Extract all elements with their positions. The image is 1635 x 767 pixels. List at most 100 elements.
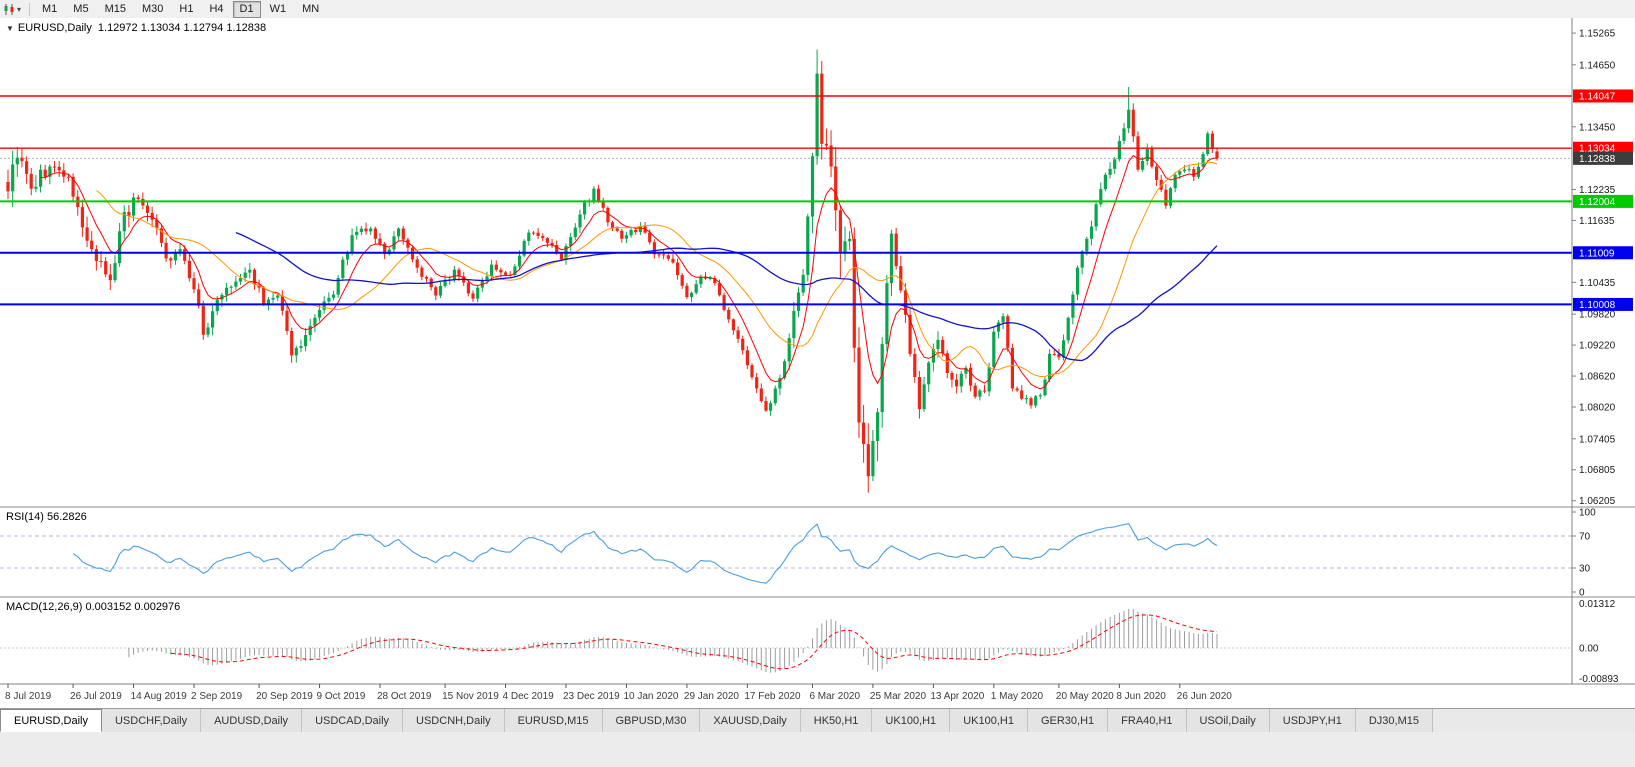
tab-audusd-daily[interactable]: AUDUSD,Daily <box>201 709 303 732</box>
svg-text:1.11009: 1.11009 <box>1579 248 1615 259</box>
svg-text:23 Dec 2019: 23 Dec 2019 <box>563 691 620 702</box>
price-chart-canvas[interactable]: 100 70 30 00.01312 0.00 -0.00893 1.15265 1.1465… <box>0 18 1635 708</box>
moving-averages-layer <box>40 155 1218 390</box>
timeframe-mn[interactable]: MN <box>302 2 320 15</box>
svg-text:1.11635: 1.11635 <box>1579 216 1615 227</box>
svg-text:4 Dec 2019: 4 Dec 2019 <box>503 691 555 702</box>
moving-average-8 <box>40 155 1218 390</box>
svg-text:26 Jul 2019: 26 Jul 2019 <box>70 691 122 702</box>
svg-text:30: 30 <box>1579 564 1591 575</box>
timeframe-toolbar: ▾ M1 M5 M15 M30 H1 H4 D1 W1 MN <box>0 0 1635 19</box>
timeframe-w1[interactable]: W1 <box>269 2 287 15</box>
svg-text:15 Nov 2019: 15 Nov 2019 <box>442 691 499 702</box>
svg-text:1.08620: 1.08620 <box>1579 372 1616 383</box>
timeframe-m15[interactable]: M15 <box>104 2 126 15</box>
tab-dj30-m15[interactable]: DJ30,M15 <box>1355 709 1433 732</box>
moving-average-50 <box>235 231 1218 362</box>
svg-text:1.06205: 1.06205 <box>1579 496 1616 507</box>
svg-text:1.09220: 1.09220 <box>1579 341 1616 352</box>
tab-xauusd-daily[interactable]: XAUUSD,Daily <box>700 709 801 732</box>
svg-text:70: 70 <box>1579 532 1591 543</box>
chart-collapse-icon[interactable]: ▼ <box>6 24 14 33</box>
price-scale[interactable]: 1.15265 1.14650 1.13450 1.12235 1.11635 1.104… <box>1571 18 1633 684</box>
timeframe-m5[interactable]: M5 <box>73 2 89 15</box>
svg-text:14 Aug 2019: 14 Aug 2019 <box>131 691 188 702</box>
svg-text:1.14650: 1.14650 <box>1579 60 1616 71</box>
svg-text:1.08020: 1.08020 <box>1579 403 1616 414</box>
chart-tabs-bar: EURUSD,Daily USDCHF,Daily AUDUSD,Daily USDC… <box>0 708 1635 732</box>
time-axis[interactable]: 8 Jul 2019 26 Jul 2019 14 Aug 2019 2 Sep 20… <box>0 683 1635 702</box>
price-badge-1.12838 <box>1573 151 1633 165</box>
svg-text:1.15265: 1.15265 <box>1579 29 1616 40</box>
chart-type-icon[interactable]: ▾ <box>0 3 25 16</box>
svg-text:1.06805: 1.06805 <box>1579 465 1616 476</box>
tab-usdjpy-h1[interactable]: USDJPY,H1 <box>1269 709 1356 732</box>
panel-separators[interactable] <box>0 506 1635 598</box>
tab-gbpusd-m30[interactable]: GBPUSD,M30 <box>602 709 701 732</box>
svg-text:13 Apr 2020: 13 Apr 2020 <box>930 691 984 702</box>
svg-text:28 Oct 2019: 28 Oct 2019 <box>377 691 432 702</box>
candles-layer <box>6 49 1219 493</box>
tab-hk50-h1[interactable]: HK50,H1 <box>800 709 873 732</box>
svg-text:25 Mar 2020: 25 Mar 2020 <box>870 691 927 702</box>
price-badge-1.12004 <box>1573 194 1633 208</box>
svg-text:2 Sep 2019: 2 Sep 2019 <box>191 691 243 702</box>
svg-text:8 Jul 2019: 8 Jul 2019 <box>5 691 52 702</box>
svg-text:8 Jun 2020: 8 Jun 2020 <box>1116 691 1166 702</box>
tab-usoil-daily[interactable]: USOil,Daily <box>1186 709 1270 732</box>
svg-text:1.10435: 1.10435 <box>1579 278 1616 289</box>
price-badge-1.11009 <box>1573 246 1633 260</box>
svg-text:0: 0 <box>1579 588 1585 599</box>
svg-text:0.00: 0.00 <box>1579 644 1599 655</box>
svg-text:10 Jan 2020: 10 Jan 2020 <box>623 691 678 702</box>
price-badge-1.10008 <box>1573 297 1633 311</box>
svg-text:1.10008: 1.10008 <box>1579 300 1616 311</box>
svg-text:0.01312: 0.01312 <box>1579 599 1616 610</box>
rsi-panel: 100 70 30 0 <box>0 508 1596 599</box>
separator-price-rsi[interactable] <box>0 506 1635 508</box>
svg-text:17 Feb 2020: 17 Feb 2020 <box>744 691 801 702</box>
svg-text:1.13450: 1.13450 <box>1579 122 1616 133</box>
svg-text:29 Jan 2020: 29 Jan 2020 <box>684 691 739 702</box>
svg-text:1 May 2020: 1 May 2020 <box>991 691 1044 702</box>
svg-text:1.12838: 1.12838 <box>1579 154 1616 165</box>
tab-usdchf-daily[interactable]: USDCHF,Daily <box>101 709 202 732</box>
timeframe-d1[interactable]: D1 <box>232 0 261 18</box>
rsi-line <box>72 522 1218 584</box>
svg-text:20 May 2020: 20 May 2020 <box>1056 691 1114 702</box>
svg-text:1.13034: 1.13034 <box>1579 144 1616 155</box>
svg-text:-0.00893: -0.00893 <box>1579 674 1619 685</box>
timeframe-m30[interactable]: M30 <box>141 2 164 15</box>
price-levels-layer[interactable] <box>0 95 1572 306</box>
tab-uk100-h1[interactable]: UK100,H1 <box>872 709 951 732</box>
moving-average-20 <box>96 161 1218 377</box>
tab-eurusd-m15[interactable]: EURUSD,M15 <box>504 709 603 732</box>
chart-window[interactable]: 100 70 30 0 0.01312 0.00 -0.00893 1.15265 1.1465… <box>0 18 1635 708</box>
svg-text:6 Mar 2020: 6 Mar 2020 <box>809 691 860 702</box>
chevron-down-icon: ▾ <box>17 4 22 14</box>
tab-uk100-h1[interactable]: UK100,H1 <box>950 709 1028 732</box>
timeframe-m1[interactable]: M1 <box>42 2 58 15</box>
price-badge-1.14047 <box>1573 89 1633 103</box>
svg-text:20 Sep 2019: 20 Sep 2019 <box>256 691 313 702</box>
svg-text:1.12004: 1.12004 <box>1579 197 1616 208</box>
tab-usdcnh-daily[interactable]: USDCNH,Daily <box>403 709 505 732</box>
tab-fra40-h1[interactable]: FRA40,H1 <box>1108 709 1187 732</box>
svg-text:1.14047: 1.14047 <box>1579 91 1616 102</box>
tab-usdcad-daily[interactable]: USDCAD,Daily <box>302 709 404 732</box>
timeframe-h1[interactable]: H1 <box>179 2 194 15</box>
separator-rsi-macd[interactable] <box>0 596 1635 598</box>
svg-text:1.09820: 1.09820 <box>1579 310 1616 321</box>
timeframe-h4[interactable]: H4 <box>209 2 224 15</box>
tab-ger30-h1[interactable]: GER30,H1 <box>1027 709 1109 732</box>
macd-signal-line <box>170 614 1218 670</box>
svg-text:1.12235: 1.12235 <box>1579 185 1616 196</box>
tab-eurusd-daily[interactable]: EURUSD,Daily <box>0 709 102 732</box>
candlestick-chart-icon <box>4 3 14 15</box>
macd-panel: 0.01312 0.00 -0.00893 <box>0 599 1619 685</box>
svg-text:26 Jun 2020: 26 Jun 2020 <box>1177 691 1232 702</box>
price-badge-1.13034 <box>1573 141 1633 155</box>
toolbar-separator <box>29 2 31 16</box>
svg-text:100: 100 <box>1579 508 1596 519</box>
